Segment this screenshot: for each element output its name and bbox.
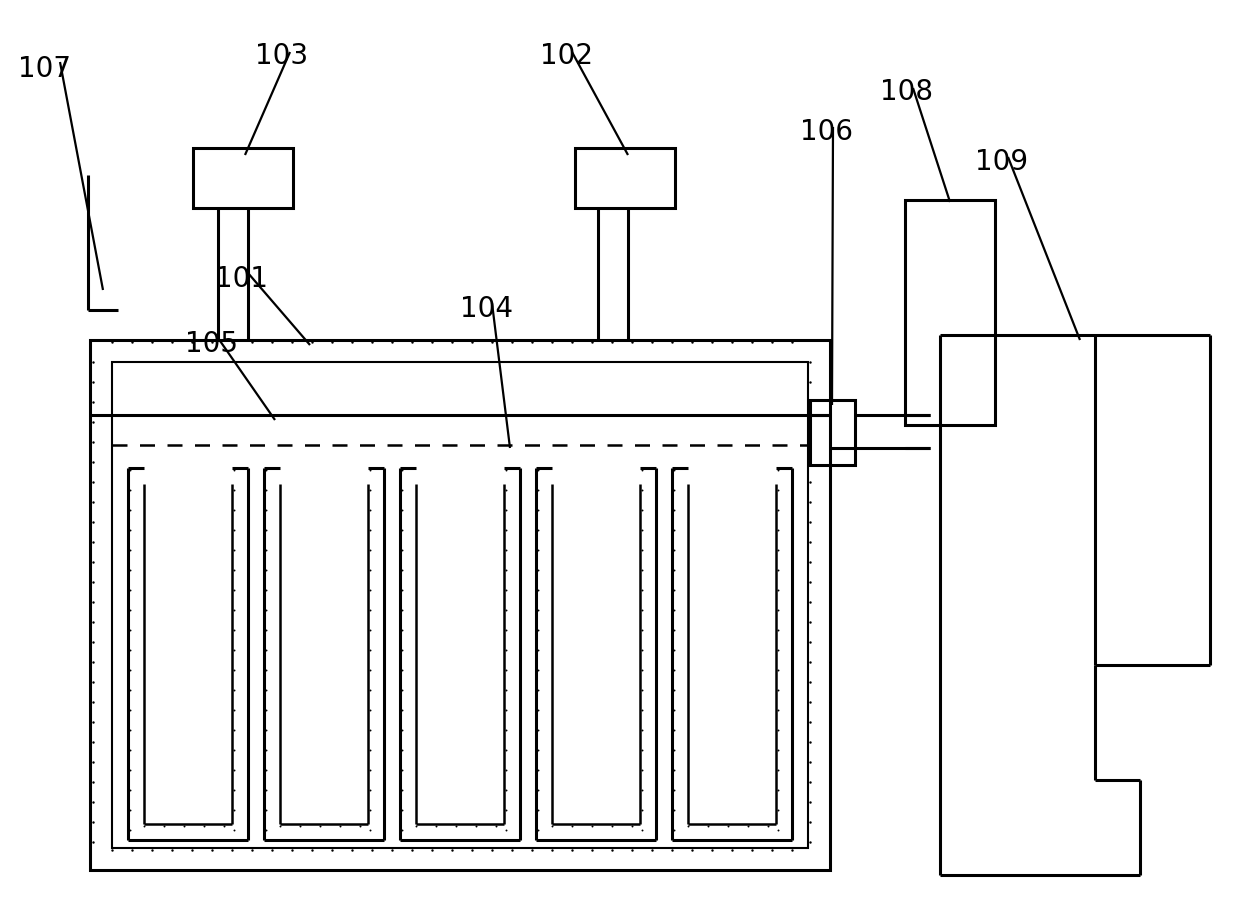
Text: 101: 101 [215,265,268,293]
Text: 102: 102 [539,42,593,70]
Text: 109: 109 [975,148,1028,176]
Bar [575,148,675,208]
Text: 103: 103 [255,42,308,70]
Text: 107: 107 [19,55,71,83]
Bar [193,148,293,208]
Text: 108: 108 [880,78,932,106]
Text: 105: 105 [185,330,238,358]
Bar [112,362,808,848]
Text: 104: 104 [460,295,513,323]
Text: 106: 106 [800,118,853,146]
Bar [905,200,994,425]
Bar [91,340,830,870]
Bar [810,400,856,465]
